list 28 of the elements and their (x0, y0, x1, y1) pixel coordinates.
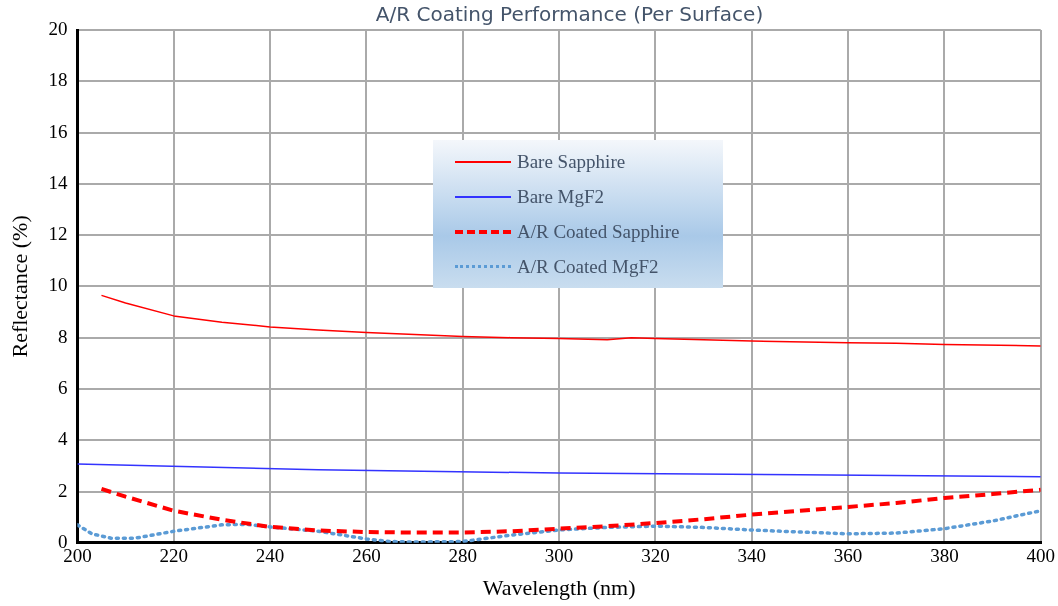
x-tick-label: 400 (1026, 545, 1055, 567)
y-tick-label: 18 (48, 69, 68, 91)
legend-label: Bare Sapphire (517, 150, 626, 173)
legend-label: A/R Coated MgF2 (517, 255, 659, 278)
line-series (99, 486, 1041, 535)
y-tick-label: 4 (57, 428, 68, 450)
x-tick-label: 360 (833, 545, 863, 567)
y-tick-label: 8 (57, 325, 68, 347)
y-tick-label: 6 (57, 376, 68, 398)
x-tick-label: 260 (352, 545, 381, 567)
y-tick-label: 20 (48, 17, 68, 39)
x-tick-label: 340 (737, 545, 766, 567)
y-tick-label: 2 (57, 479, 68, 501)
x-tick-label: 300 (544, 545, 574, 567)
chart-title: A/R Coating Performance (Per Surface) (374, 2, 765, 26)
x-axis-title: Wavelength (nm) (482, 574, 636, 600)
x-tick-label: 220 (159, 545, 188, 567)
x-tick-label: 280 (448, 545, 477, 567)
y-tick-label: 10 (48, 274, 68, 296)
legend-label: Bare MgF2 (517, 185, 605, 208)
y-tick-label: 16 (48, 120, 68, 142)
y-axis-title: Reflectance (%) (6, 215, 32, 358)
legend-label: A/R Coated Sapphire (517, 220, 680, 243)
x-tick-label: 240 (255, 545, 285, 567)
x-tick-label: 380 (930, 545, 959, 567)
y-tick-label: 12 (48, 223, 68, 245)
y-tick-label: 14 (48, 171, 68, 193)
x-tick-label: 320 (641, 545, 670, 567)
